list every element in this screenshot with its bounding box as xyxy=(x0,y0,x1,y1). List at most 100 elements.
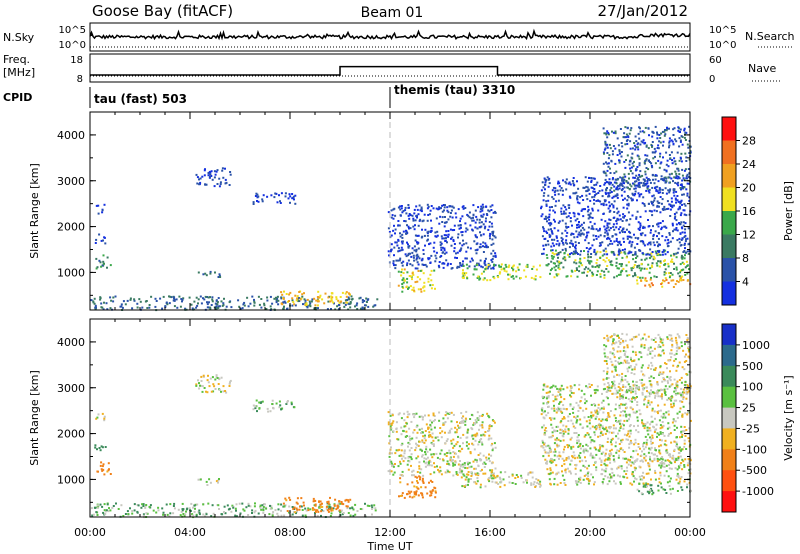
power-cell xyxy=(683,136,686,139)
power-cell xyxy=(399,208,402,211)
velocity-cell xyxy=(253,505,256,508)
power-cell xyxy=(404,253,407,256)
velocity-cell xyxy=(484,472,487,475)
velocity-cell xyxy=(559,387,562,390)
power-cell xyxy=(288,293,291,296)
velocity-cell xyxy=(489,476,492,479)
power-cell xyxy=(593,222,596,225)
power-cell xyxy=(608,210,611,213)
velocity-cell xyxy=(658,449,661,452)
power-cell xyxy=(624,175,627,178)
power-cell xyxy=(657,147,660,150)
power-cell xyxy=(578,202,581,205)
velocity-cell xyxy=(688,427,691,430)
power-cell xyxy=(419,209,422,212)
velocity-cell xyxy=(398,495,400,498)
velocity-cell xyxy=(413,429,416,432)
velocity-cell xyxy=(598,418,601,421)
velocity-cell xyxy=(661,416,664,419)
power-cell xyxy=(643,203,646,206)
power-cell xyxy=(295,299,298,302)
power-cell xyxy=(686,264,689,267)
power-cell xyxy=(99,298,102,301)
power-cell xyxy=(469,260,472,263)
velocity-cell xyxy=(232,506,235,509)
power-cell xyxy=(641,252,644,255)
velocity-cell xyxy=(617,432,619,435)
power-cell xyxy=(401,279,404,281)
velocity-cell xyxy=(288,505,291,508)
power-cell xyxy=(548,182,551,185)
power-cell xyxy=(468,265,471,268)
power-cell xyxy=(316,300,319,303)
power-cell xyxy=(594,266,597,268)
velocity-cell xyxy=(451,459,454,462)
velocity-cell xyxy=(565,425,568,428)
velocity-cell xyxy=(663,465,666,468)
power-cell xyxy=(412,254,415,257)
velocity-cell xyxy=(481,413,484,416)
velocity-cell xyxy=(283,505,286,508)
velocity-cell xyxy=(677,457,680,459)
velocity-cell xyxy=(625,396,628,399)
power-cell xyxy=(494,254,497,257)
velocity-cell xyxy=(314,503,317,506)
velocity-cell xyxy=(305,509,308,512)
power-cell xyxy=(552,218,555,221)
velocity-cell xyxy=(596,389,599,392)
velocity-cell xyxy=(457,424,459,427)
power-cell xyxy=(636,266,639,269)
power-cell xyxy=(638,264,641,267)
velocity-cell xyxy=(636,458,639,461)
power-cell xyxy=(247,305,250,308)
velocity-cell xyxy=(494,481,497,484)
power-cell xyxy=(545,217,547,220)
power-cell xyxy=(552,186,555,189)
power-cell xyxy=(505,265,508,268)
power-cell xyxy=(466,228,469,231)
velocity-cell xyxy=(567,446,569,449)
velocity-cell xyxy=(562,424,565,427)
power-cell xyxy=(358,297,361,300)
velocity-cell xyxy=(676,446,679,449)
power-cell xyxy=(526,263,529,266)
velocity-cell xyxy=(392,473,395,476)
velocity-cell xyxy=(387,421,390,424)
power-cell xyxy=(230,306,233,309)
velocity-cell xyxy=(545,430,548,433)
power-cell xyxy=(284,301,287,304)
power-cell xyxy=(633,183,636,186)
velocity-cell xyxy=(462,433,465,436)
power-cell xyxy=(664,253,667,256)
velocity-cell xyxy=(613,414,616,417)
velocity-cell xyxy=(387,411,390,414)
power-cell xyxy=(447,262,450,265)
power-cell xyxy=(676,151,679,154)
power-cell xyxy=(634,148,637,151)
power-cell xyxy=(326,308,329,311)
power-cell xyxy=(644,258,647,261)
velocity-cell xyxy=(630,406,633,409)
power-cell xyxy=(670,172,673,175)
power-cell xyxy=(680,254,683,257)
power-cell xyxy=(618,252,621,255)
power-cell xyxy=(409,285,412,288)
power-cell xyxy=(550,260,553,263)
velocity-cell xyxy=(432,453,435,456)
power-cell xyxy=(684,266,687,269)
power-cell xyxy=(685,188,688,191)
power-cell xyxy=(434,287,436,290)
velocity-cell xyxy=(205,480,208,483)
velocity-cell xyxy=(542,446,545,449)
power-cell xyxy=(600,269,603,272)
velocity-cell xyxy=(334,498,337,501)
velocity-cell xyxy=(685,397,688,400)
power-cell xyxy=(276,297,279,300)
velocity-cell xyxy=(220,390,222,393)
power-cell xyxy=(605,132,607,135)
power-cell xyxy=(603,132,606,135)
power-cell xyxy=(280,291,283,294)
power-cell xyxy=(284,195,287,198)
power-cell xyxy=(609,227,612,230)
power-colorbar-segment xyxy=(722,164,736,188)
